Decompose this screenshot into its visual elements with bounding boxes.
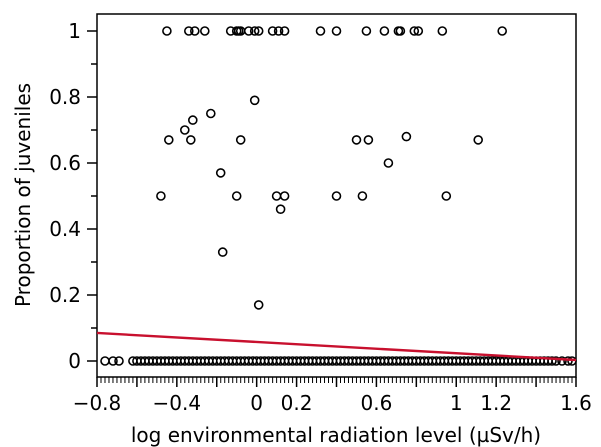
data-point [156,191,166,201]
data-point [361,26,372,36]
data-point [413,26,424,36]
data-point [253,26,264,36]
y-tick-label: 0.8 [49,85,81,109]
data-point [253,300,264,310]
data-point [557,356,567,366]
data-point [379,26,390,36]
x-tick-label: 1 [450,391,463,415]
data-points [100,26,577,366]
data-point [215,168,226,178]
data-point [351,135,362,145]
y-tick-label: 0.6 [49,151,81,175]
data-point [235,135,246,145]
data-point [357,191,368,201]
data-point [279,191,290,201]
data-point [363,135,374,145]
data-point [441,191,452,201]
data-point [180,125,190,135]
data-point [331,26,342,36]
x-tick-label: 0.2 [281,391,313,415]
data-point [200,26,210,36]
data-point [409,26,420,36]
x-tick-label: 1.6 [560,391,592,415]
x-axis: −0.8 −0.4 0 0.2 0.6 1 1.2 1.6 [73,377,592,415]
x-tick-label: 0.6 [361,391,393,415]
data-point [249,95,260,106]
data-point [164,135,174,145]
data-point [217,247,228,257]
data-point [206,108,216,119]
data-point [437,26,448,36]
y-tick-label: 0 [68,349,81,373]
data-point [243,26,254,36]
x-tick-label: 1.2 [480,391,512,415]
x-axis-title: log environmental radiation level (µSv/h… [131,423,541,447]
data-point [190,26,200,36]
data-point [100,356,110,366]
data-point [114,356,124,366]
x-tick-label: −0.8 [73,391,122,415]
y-tick-label: 1 [68,19,81,43]
y-axis-title: Proportion of juveniles [11,83,35,307]
y-tick-label: 0.4 [49,217,81,241]
y-tick-label: 0.2 [49,283,81,307]
data-point [331,191,342,201]
data-point [401,131,412,142]
x-tick-label: −0.4 [153,391,202,415]
x-tick-label: 0 [250,391,263,415]
data-point [473,135,484,145]
data-point [497,26,508,36]
data-point [383,158,394,168]
data-point [186,135,196,145]
data-point [275,204,286,214]
data-point [273,26,284,36]
data-point [108,356,118,366]
data-point [271,191,282,201]
y-axis: 0 0.2 0.4 0.6 0.8 1 [49,19,97,373]
data-point [551,356,561,366]
fit-line [96,331,577,362]
data-point [162,26,172,36]
data-point [184,26,194,36]
data-point [563,356,573,366]
data-point [188,115,198,125]
data-point [547,356,557,366]
data-point [231,191,242,201]
data-point [267,26,278,36]
plot-frame [96,13,577,378]
data-point [279,26,290,36]
data-point [567,356,577,366]
data-point [249,26,260,36]
data-point [315,26,326,36]
data-point [395,26,406,36]
